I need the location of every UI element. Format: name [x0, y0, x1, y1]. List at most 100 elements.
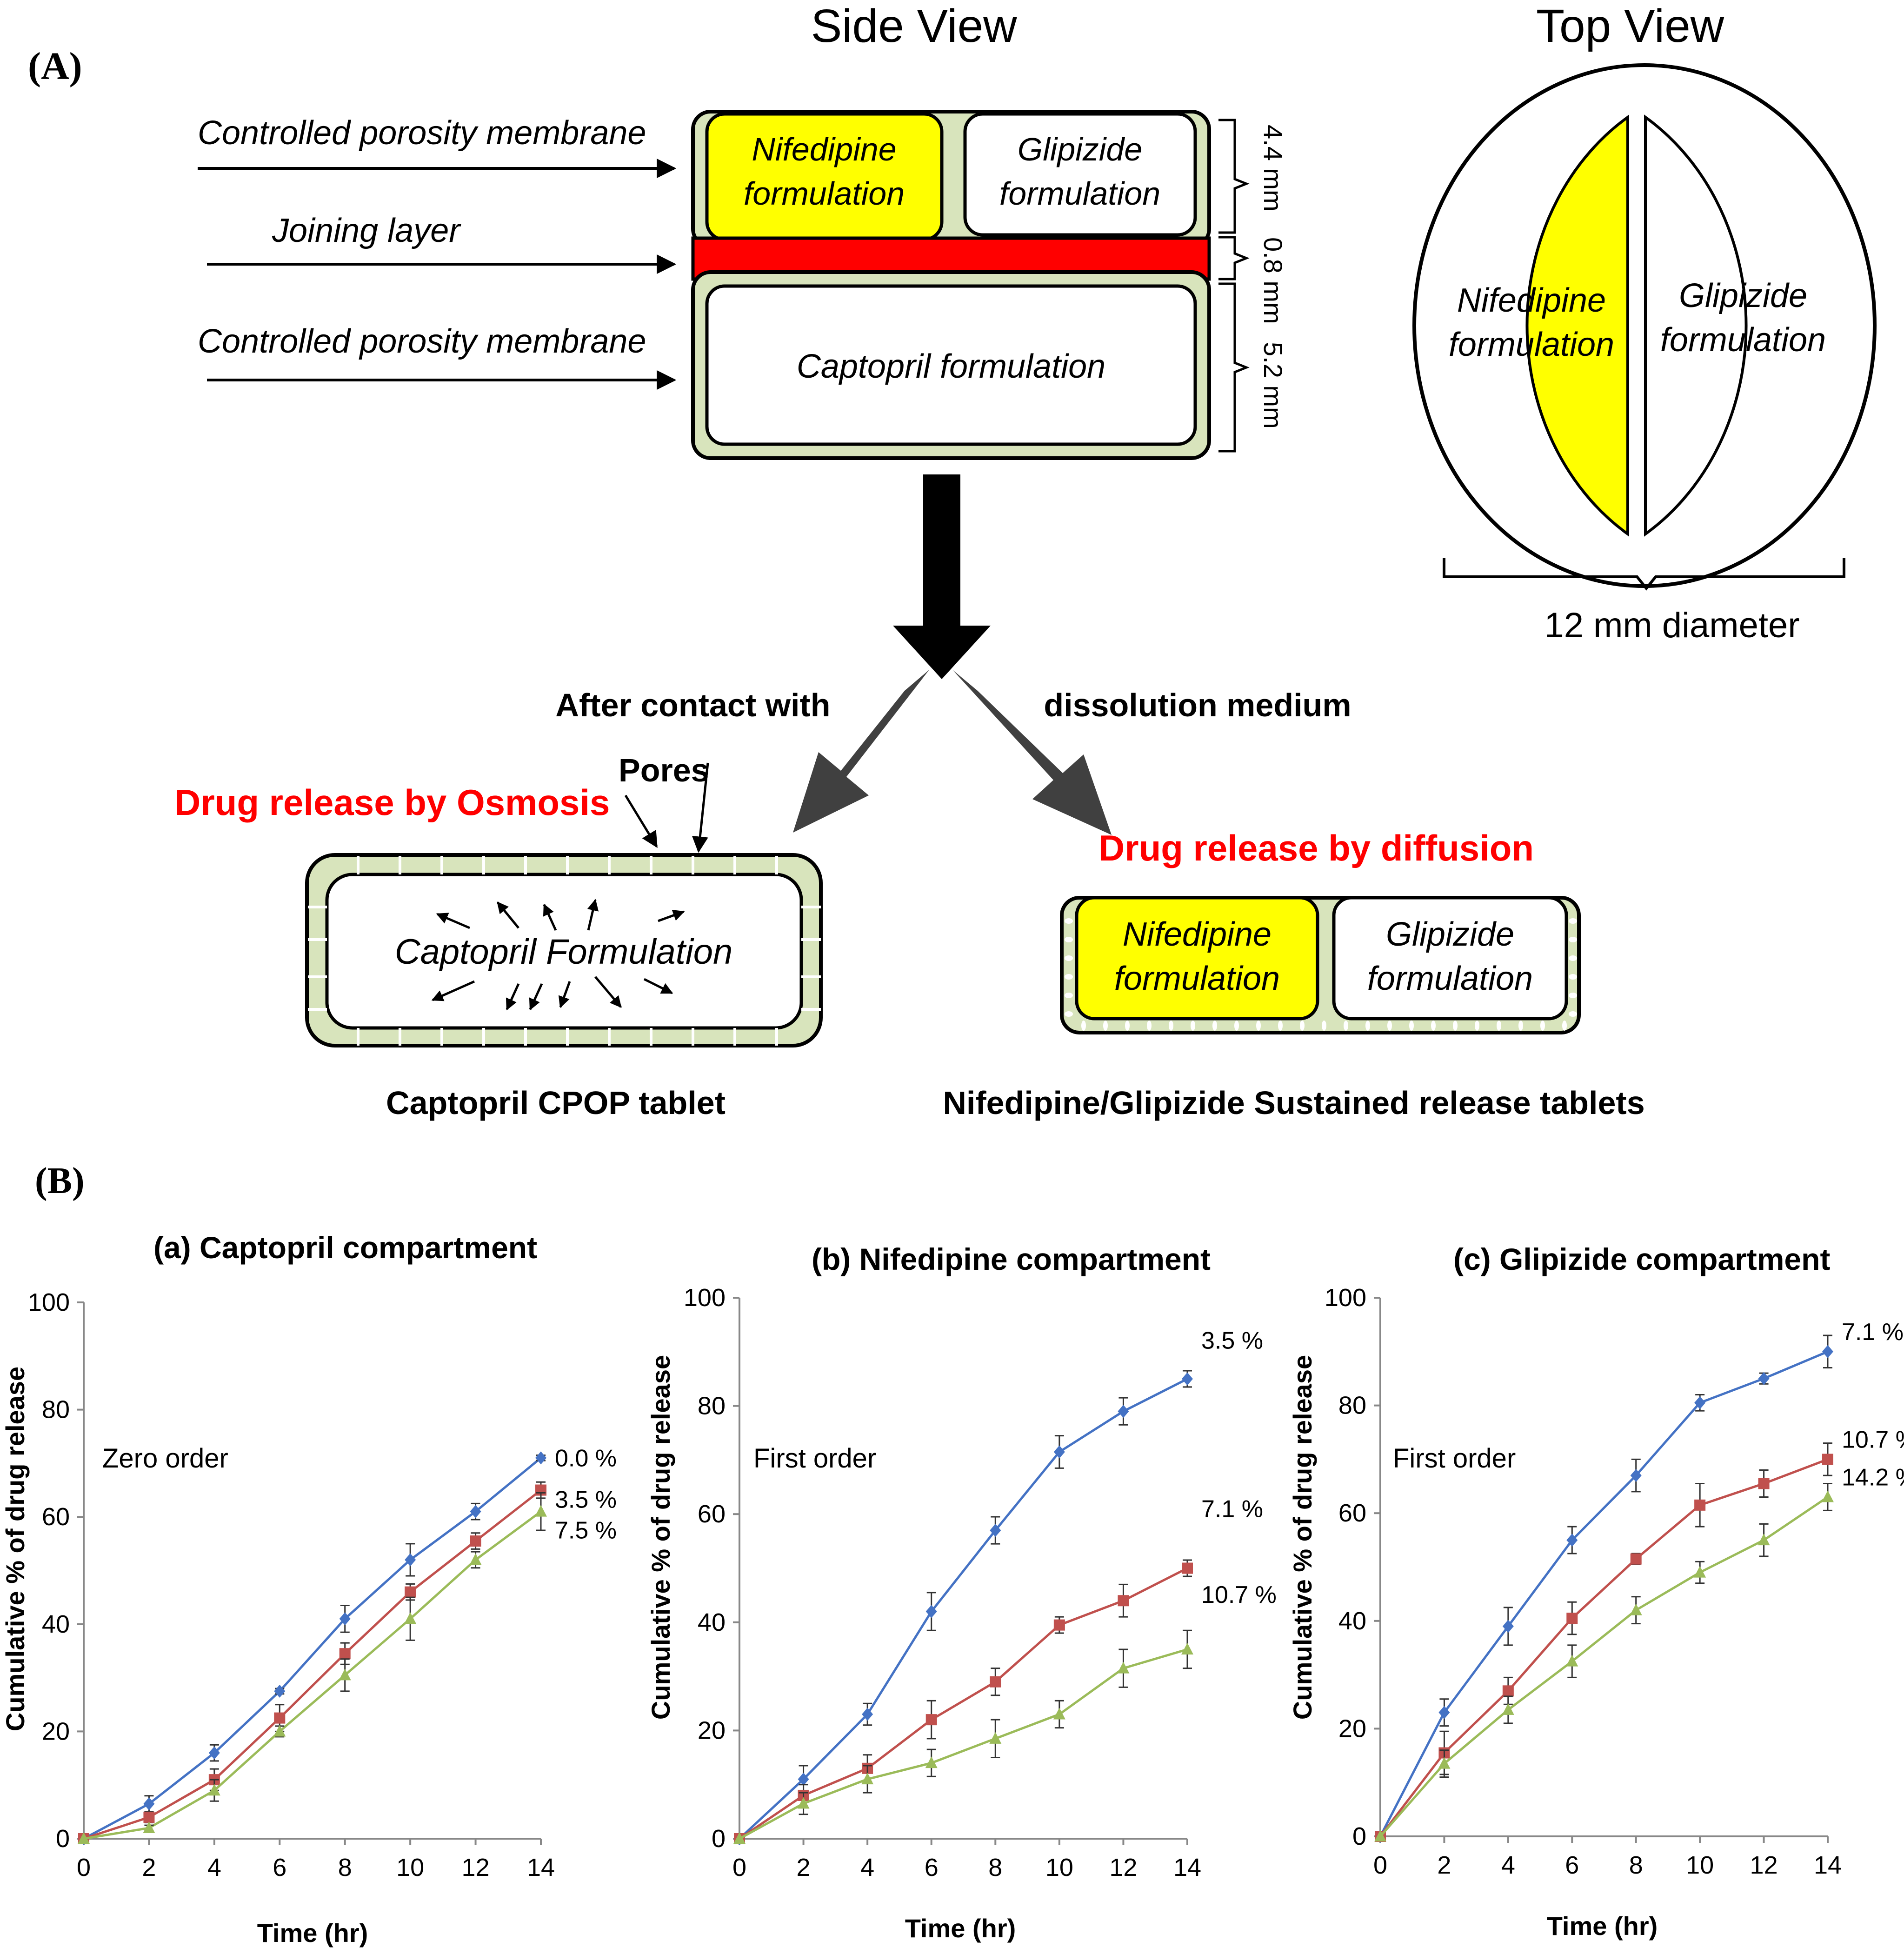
data-point: [78, 1832, 90, 1844]
osmosis-arrows: [431, 899, 685, 1011]
x-tick-label: 4: [860, 1854, 874, 1881]
series-line: [83, 1489, 542, 1840]
top-view-title: Top View: [1536, 0, 1724, 52]
sr-caption: Nifedipine/Glipizide Sustained release t…: [943, 1085, 1644, 1121]
data-point: [862, 1708, 873, 1721]
down-arrow: [893, 474, 991, 679]
panel-b-label: (B): [35, 1161, 85, 1201]
diameter-label: 12 mm diameter: [1544, 606, 1799, 645]
data-point: [208, 1784, 220, 1796]
data-point: [1758, 1534, 1770, 1546]
y-tick-label: 80: [698, 1392, 726, 1420]
diffusion-pore-right: [1569, 974, 1577, 980]
series-label: 10.7 %: [1201, 1581, 1277, 1608]
data-point: [1694, 1499, 1706, 1511]
x-tick-label: 2: [797, 1854, 811, 1881]
data-point: [143, 1821, 155, 1833]
pores-arrow-1: [624, 794, 658, 848]
data-point: [1822, 1454, 1833, 1465]
data-point: [339, 1648, 351, 1660]
y-tick-label: 80: [42, 1396, 70, 1424]
data-point: [1822, 1345, 1833, 1358]
osmosis-arrow: [658, 909, 685, 922]
diffusion-pore-bottom: [1518, 1021, 1523, 1031]
y-tick-label: 20: [42, 1717, 70, 1745]
glipizide-label-line2: formulation: [999, 175, 1160, 212]
glipizide-half-top: [1644, 114, 1748, 537]
diffusion-pore-left: [1065, 974, 1073, 980]
cpop-caption: Captopril CPOP tablet: [386, 1085, 726, 1121]
sr-glipizide-line2: formulation: [1367, 960, 1533, 997]
data-point: [1566, 1534, 1578, 1547]
data-point: [1502, 1703, 1514, 1715]
diffusion-pore-bottom: [1103, 1021, 1108, 1031]
series-label: 14.2 %: [1842, 1464, 1904, 1491]
chart-b-annotation: First order: [753, 1443, 876, 1474]
data-point: [925, 1756, 938, 1768]
chart-b-ylabel: Cumulative % of drug release: [646, 1355, 675, 1720]
side-view: Side View Nifedipine formulation Glipizi…: [198, 0, 1288, 460]
diffusion-pore-right: [1569, 918, 1577, 924]
data-point: [274, 1712, 286, 1724]
diffusion-pore-right: [1569, 993, 1577, 998]
diffusion-pore-bottom: [1431, 1021, 1436, 1031]
cpop-tablet: Drug release by Osmosis Pores Captopril …: [174, 752, 823, 1121]
dim-0-8mm: 0.8 mm: [1258, 237, 1288, 324]
data-point: [861, 1773, 874, 1785]
diffusion-pore-bottom: [1475, 1021, 1479, 1031]
dim-5-2mm: 5.2 mm: [1258, 342, 1288, 429]
y-tick-label: 100: [1325, 1284, 1366, 1312]
data-point: [143, 1797, 155, 1811]
data-point: [1181, 1642, 1193, 1654]
data-point: [1758, 1372, 1770, 1385]
chart-b-xlabel: Time (hr): [905, 1914, 1016, 1943]
osmosis-arrow: [436, 913, 470, 929]
y-tick-label: 40: [42, 1610, 70, 1638]
captopril-compartment-side: [705, 284, 1197, 446]
sr-nifedipine-line1: Nifedipine: [1123, 916, 1272, 953]
osmosis-arrow: [543, 903, 557, 931]
sr-tablet: Drug release by diffusion Nifedipine for…: [943, 827, 1644, 1121]
diffusion-pore-bottom: [1344, 1021, 1348, 1031]
diffusion-pore-bottom: [1147, 1021, 1152, 1031]
brace-5-2mm: [1218, 282, 1250, 453]
diffusion-pore-bottom: [1256, 1021, 1261, 1031]
diffusion-pore-left: [1065, 937, 1073, 942]
series-line: [739, 1378, 1188, 1840]
data-point: [274, 1684, 286, 1698]
diffusion-label: Drug release by diffusion: [1098, 827, 1534, 868]
data-point: [1117, 1661, 1130, 1674]
x-tick-label: 10: [1045, 1854, 1073, 1881]
series-line: [1379, 1458, 1828, 1837]
dim-4-4mm: 4.4 mm: [1258, 125, 1288, 212]
sr-glipizide-compartment: [1332, 896, 1568, 1021]
osmosis-arrow: [431, 980, 475, 1001]
data-point: [1118, 1595, 1129, 1607]
chart-a-annotation: Zero order: [102, 1443, 228, 1474]
data-point: [535, 1505, 547, 1517]
data-point: [469, 1553, 482, 1565]
x-tick-label: 0: [1373, 1851, 1387, 1879]
osmosis-arrow: [558, 981, 571, 1008]
glipizide-label-line1: Glipizide: [1018, 131, 1142, 167]
diffusion-pore-left: [1065, 955, 1073, 961]
left-diagonal-arrow: [793, 670, 929, 833]
diffusion-dots: [1065, 918, 1577, 1031]
y-tick-label: 20: [1338, 1715, 1366, 1742]
series-label: 7.5 %: [555, 1517, 617, 1544]
data-point: [339, 1668, 351, 1681]
data-point: [990, 1524, 1001, 1537]
data-point: [990, 1676, 1001, 1688]
y-tick-label: 0: [1352, 1822, 1366, 1850]
label-membrane-bottom: Controlled porosity membrane: [198, 323, 646, 360]
y-tick-label: 60: [42, 1503, 70, 1531]
x-tick-label: 8: [338, 1854, 352, 1881]
after-contact-label: After contact with: [555, 687, 830, 723]
data-point: [470, 1505, 481, 1518]
panel-a-label: (A): [28, 45, 82, 88]
y-tick-label: 0: [712, 1825, 726, 1853]
data-point: [1630, 1603, 1642, 1615]
data-point: [535, 1451, 546, 1465]
chart-b-plot: 0 20 40 60 80 100 0 2 4 6 8 10 12 14 3.5 % 7.1 % 10.7 %: [684, 1284, 1277, 1881]
